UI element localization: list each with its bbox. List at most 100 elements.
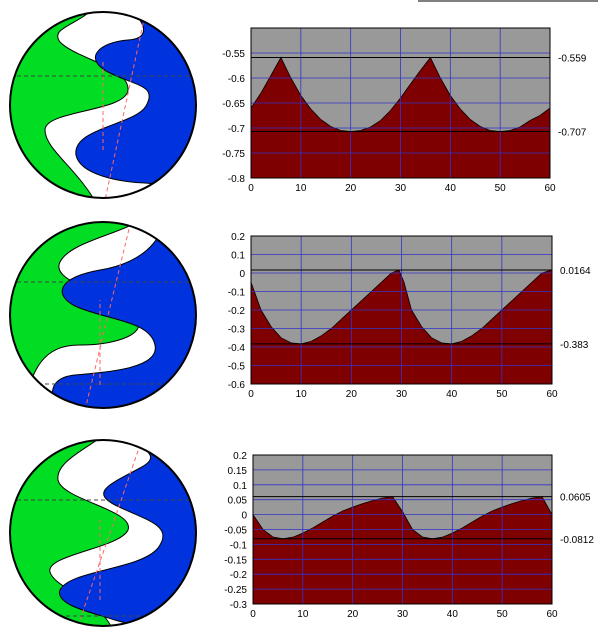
y-tick-label: -0.4 <box>228 343 246 354</box>
data-point <box>469 118 471 121</box>
data-point <box>511 300 513 302</box>
data-point <box>310 340 312 342</box>
data-point <box>531 281 533 283</box>
x-tick-label: 60 <box>544 183 556 194</box>
data-point <box>471 335 473 337</box>
data-point <box>310 108 312 110</box>
data-point <box>322 521 324 523</box>
data-point <box>521 500 523 502</box>
data-point <box>330 125 332 128</box>
data-point <box>441 536 443 538</box>
data-point <box>312 527 314 529</box>
chart-1: -0.559 -0.707 0 10 20 30 40 50 60 -0.55 -0.6 -0.65 -… <box>222 27 587 194</box>
data-point <box>340 129 342 132</box>
x-tick-label: 50 <box>497 609 509 620</box>
reference-label: -0.559 <box>558 54 587 65</box>
data-point <box>409 83 412 85</box>
y-tick-label: -0.1 <box>228 288 246 299</box>
data-point <box>270 74 272 77</box>
data-point <box>431 337 433 339</box>
data-point <box>511 503 513 505</box>
y-tick-label: -0.05 <box>224 526 247 537</box>
data-point <box>421 536 423 538</box>
blue-rotor-1 <box>75 12 196 198</box>
x-tick-label: 20 <box>345 183 357 194</box>
x-tick-label: 50 <box>496 389 508 400</box>
blue-rotor-2 <box>51 222 196 408</box>
data-point <box>491 510 493 512</box>
y-tick-label: -0.6 <box>228 380 246 391</box>
data-point <box>531 497 533 499</box>
y-tick-label: 0.1 <box>233 481 247 492</box>
reference-label: 0.0605 <box>560 493 591 504</box>
x-tick-label: 10 <box>295 183 307 194</box>
data-point <box>529 119 531 122</box>
data-point <box>272 536 274 538</box>
plot-frame <box>250 235 553 385</box>
y-tick-label: -0.5 <box>228 362 246 373</box>
rotor-diagram-3 <box>10 440 196 626</box>
casing-2 <box>9 221 197 409</box>
reference-label: -0.707 <box>558 128 587 139</box>
plot-frame <box>250 27 551 179</box>
y-tick-label: -0.6 <box>228 74 246 85</box>
y-tick-label: -0.3 <box>228 325 246 336</box>
data-point <box>320 335 322 337</box>
data-point <box>419 69 421 72</box>
data-point <box>421 326 423 328</box>
x-tick-label: 30 <box>395 183 407 194</box>
green-rotor-1 <box>10 12 129 198</box>
x-tick-label: 60 <box>546 389 558 400</box>
data-point <box>461 340 463 342</box>
x-tick-label: 40 <box>447 609 459 620</box>
data-point <box>270 326 272 328</box>
data-point <box>360 300 362 302</box>
data-point <box>360 129 362 132</box>
data-point <box>459 108 461 110</box>
plot-frame <box>252 454 553 605</box>
data-point <box>471 521 473 523</box>
data-point <box>481 515 483 517</box>
chart-2: 0.0164 -0.383 0 10 20 30 40 50 60 0.2 0.1 0 -0.1 -0.2… <box>228 232 591 400</box>
blue-rotor-3 <box>59 440 196 626</box>
x-tick-label: 50 <box>495 183 507 194</box>
y-tick-label: -0.8 <box>228 174 246 185</box>
x-tick-label: 0 <box>248 183 254 194</box>
data-point <box>382 497 384 499</box>
data-point <box>380 119 382 122</box>
data-point <box>461 527 463 529</box>
data-point <box>290 342 292 344</box>
data-point <box>320 118 322 121</box>
chart-3: 0.0605 -0.0812 0 10 20 30 40 50 60 0.2 0.15 0.1 0.05… <box>224 451 594 620</box>
y-tick-label: 0.15 <box>228 466 248 477</box>
data-point <box>372 500 374 502</box>
y-tick-label: 0.2 <box>233 451 247 462</box>
data-point <box>280 337 282 339</box>
y-tick-label: -0.3 <box>230 600 248 611</box>
y-tick-label: 0 <box>241 511 247 522</box>
reference-label: -0.0812 <box>560 535 594 546</box>
data-point <box>370 126 372 128</box>
data-point <box>403 281 405 283</box>
x-tick-label: 30 <box>397 609 409 620</box>
y-tick-label: -0.1 <box>230 540 248 551</box>
data-point <box>539 114 541 117</box>
casing-3 <box>9 439 197 627</box>
data-point <box>342 510 344 512</box>
x-tick-label: 20 <box>347 609 359 620</box>
x-tick-label: 40 <box>446 389 458 400</box>
data-point <box>519 126 521 128</box>
data-point <box>509 129 511 132</box>
x-tick-label: 40 <box>445 183 457 194</box>
y-tick-label: -0.55 <box>222 49 245 60</box>
data-point <box>332 515 334 517</box>
x-tick-label: 10 <box>296 389 308 400</box>
reference-label: 0.0164 <box>560 266 591 277</box>
data-point <box>340 318 342 320</box>
y-tick-label: -0.65 <box>222 99 245 110</box>
reference-label: -0.383 <box>560 340 589 351</box>
data-point <box>389 109 392 112</box>
y-tick-label: 0.1 <box>231 251 245 262</box>
y-tick-label: -0.75 <box>222 149 245 160</box>
x-tick-label: 60 <box>546 609 558 620</box>
